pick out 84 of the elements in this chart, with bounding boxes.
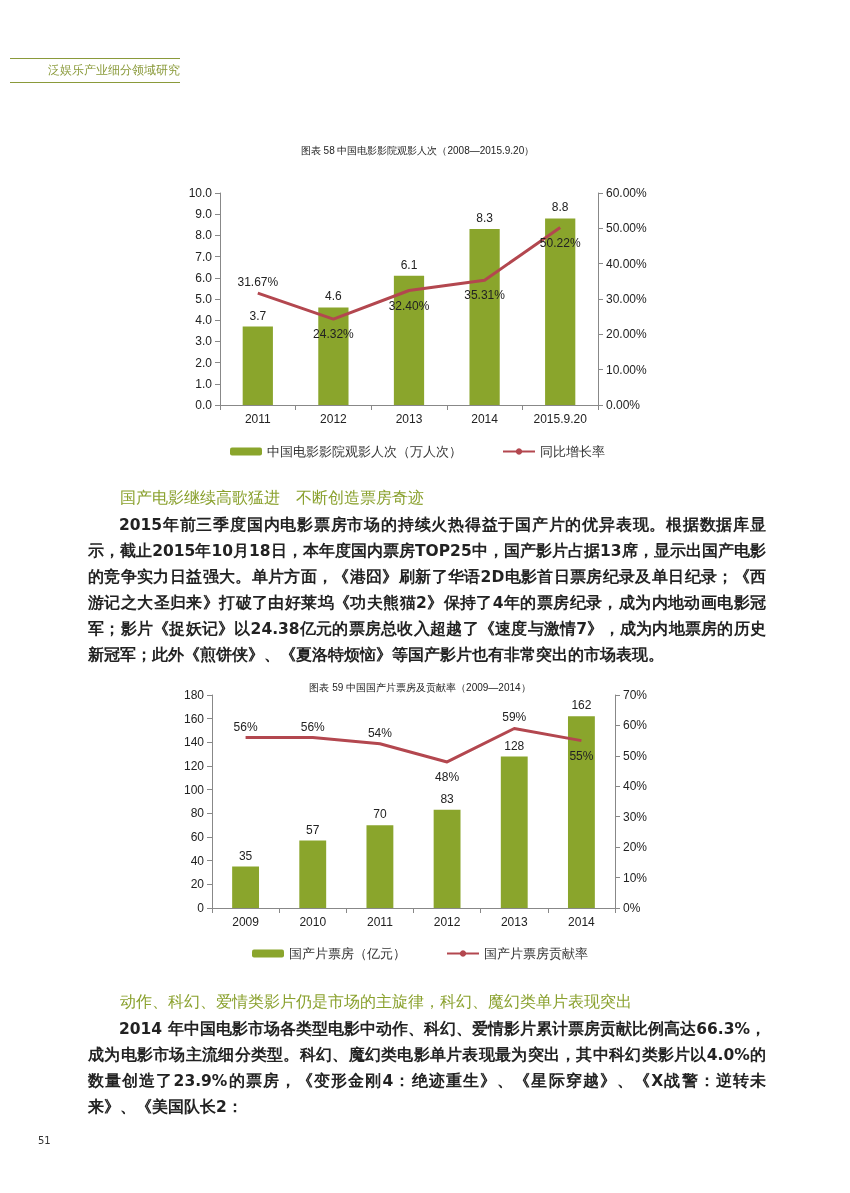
y2-tick-label: 0% xyxy=(623,901,641,915)
x-tick-label: 2013 xyxy=(395,412,423,426)
data-label: 55% xyxy=(569,748,594,763)
data-label: 31.67% xyxy=(237,275,279,290)
y-tick-label: 8.0 xyxy=(195,228,213,243)
legend-label: 中国电影影院观影人次（万人次） xyxy=(267,444,462,459)
y-tick-label: 160 xyxy=(183,711,205,726)
bar xyxy=(433,809,461,908)
y-tick-label: 100 xyxy=(183,782,205,797)
x-tick-label: 2014 xyxy=(568,915,596,929)
chart-title: 图表 58 中国电影影院观影人次（2008—2015.9.20） xyxy=(300,144,535,156)
text: 国产电影继续高歌猛进 不断创造票房奇迹 xyxy=(120,488,424,509)
text: 泛娱乐产业细分领域研究 xyxy=(10,58,180,83)
y2-tick-label: 0.00% xyxy=(606,398,641,412)
y2-tick-label: 10% xyxy=(623,870,648,885)
x-tick-label: 2010 xyxy=(299,915,327,929)
y-tick-label: 9.0 xyxy=(195,207,213,222)
y-tick-label: 2.0 xyxy=(195,355,213,370)
x-tick-label: 2013 xyxy=(500,915,528,929)
y2-tick-label: 60.00% xyxy=(606,186,648,200)
x-tick-label: 2014 xyxy=(471,412,499,426)
x-tick-label: 2011 xyxy=(244,412,272,426)
x-tick-label: 2012 xyxy=(433,915,461,929)
y-tick-label: 1.0 xyxy=(195,376,213,391)
y-tick-label: 3.0 xyxy=(195,334,213,349)
y-tick-label: 180 xyxy=(183,688,205,702)
y2-tick-label: 30% xyxy=(623,809,648,824)
y2-tick-label: 30.00% xyxy=(606,292,648,306)
data-label: 8.8 xyxy=(551,200,569,215)
bar xyxy=(500,756,528,908)
y-tick-label: 4.0 xyxy=(195,313,213,328)
y2-tick-label: 20.00% xyxy=(606,327,648,342)
y2-tick-label: 70% xyxy=(623,688,648,702)
bar xyxy=(567,716,595,908)
data-label: 56% xyxy=(233,719,258,734)
bar xyxy=(299,840,327,908)
y2-tick-label: 40.00% xyxy=(606,256,648,271)
y-tick-label: 120 xyxy=(183,759,205,773)
y-tick-label: 0.0 xyxy=(195,398,213,412)
bar xyxy=(232,866,260,908)
y-tick-label: 0 xyxy=(197,901,205,915)
y-tick-label: 6.0 xyxy=(195,270,213,285)
data-label: 83 xyxy=(440,791,455,806)
text: 51 xyxy=(38,1135,51,1146)
y-tick-label: 140 xyxy=(183,735,205,750)
y2-tick-label: 10.00% xyxy=(606,362,648,377)
text: 2014 年中国电影市场各类型电影中动作、科幻、爱情影片累计票房贡献比例高达66.3%，成为电影市场主流细分类型。科幻、魔幻类电影单片表现最为突出，其中科幻类影片以4.0%的数量创造了23.9%的票房，《变形金刚4：绝迹重生》、《星际穿越》、《X战警：逆转未来》、《美国队长2： xyxy=(88,1019,766,1118)
data-label: 48% xyxy=(435,769,460,784)
y-tick-label: 60 xyxy=(190,830,205,844)
text: 2015年前三季度国内电影票房市场的持续火热得益于国产片的优异表现。根据数据库显示，截止2015年10月18日，本年度国内票房TOP25中，国产影片占据13席，显示出国产电影的竞争实力日益强大。单片方面，《港囧》刷新了华语2D电影首日票房纪录及单日纪录；《西游记之大圣归来》打破了由好莱坞《功夫熊猫2》保持了4年的票房纪录，成为内地动画电影冠军；影片《捉妖记》以24.38亿元的票房总收入超越了《速度与激情7》，成为内地票房的历史新冠军；此外《煎饼侠》、《夏洛特烦恼》等国产影片也有非常突出的市场表现。 xyxy=(88,515,766,666)
text: 动作、科幻、爱情类影片仍是市场的主旋律，科幻、魔幻类单片表现突出 xyxy=(120,992,632,1013)
data-label: 70 xyxy=(373,807,387,822)
x-tick-label: 2009 xyxy=(232,915,260,929)
x-tick-label: 2011 xyxy=(367,915,394,929)
legend-label: 国产片票房（亿元） xyxy=(289,946,406,961)
data-label: 59% xyxy=(502,710,527,725)
y-tick-label: 7.0 xyxy=(195,249,213,264)
bar xyxy=(366,825,394,908)
legend-label: 国产片票房贡献率 xyxy=(484,946,588,961)
chart-title: 图表 59 中国国产片票房及贡献率（2009—2014） xyxy=(309,681,531,693)
y2-tick-label: 60% xyxy=(623,718,648,733)
x-tick-label: 2015.9.20 xyxy=(533,412,588,426)
data-label: 56% xyxy=(300,719,326,734)
data-label: 4.6 xyxy=(325,289,343,304)
y-tick-label: 20 xyxy=(190,877,205,892)
data-label: 128 xyxy=(504,738,525,753)
data-label: 54% xyxy=(367,725,393,740)
data-label: 3.7 xyxy=(249,308,267,323)
y-tick-label: 40 xyxy=(190,853,205,868)
bar xyxy=(242,326,273,405)
data-label: 6.1 xyxy=(400,257,418,272)
y2-tick-label: 50.00% xyxy=(606,221,648,236)
y-tick-label: 80 xyxy=(190,806,205,821)
x-tick-label: 2012 xyxy=(320,412,348,426)
data-label: 57 xyxy=(306,822,320,837)
y-tick-label: 5.0 xyxy=(195,292,213,306)
y2-tick-label: 40% xyxy=(623,779,648,794)
legend-label: 同比增长率 xyxy=(540,444,605,459)
y2-tick-label: 50% xyxy=(623,748,648,763)
y2-tick-label: 20% xyxy=(623,840,648,855)
data-label: 8.3 xyxy=(476,211,494,226)
data-label: 35 xyxy=(238,848,253,863)
data-label: 162 xyxy=(571,698,592,713)
y-tick-label: 10.0 xyxy=(188,186,213,200)
